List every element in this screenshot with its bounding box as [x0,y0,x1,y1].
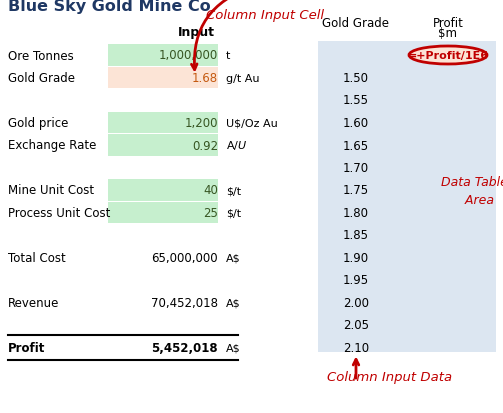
Text: 5,452,018: 5,452,018 [151,341,218,354]
Text: Input: Input [178,26,215,39]
Text: Blue Sky Gold Mine Co: Blue Sky Gold Mine Co [8,0,211,14]
Text: 70,452,018: 70,452,018 [151,296,218,309]
Text: A$: A$ [226,253,240,263]
Text: Gold Grade: Gold Grade [8,72,75,85]
Bar [318,42,496,351]
Text: Mine Unit Cost: Mine Unit Cost [8,184,94,197]
Text: A$/U$: A$/U$ [226,139,247,152]
Text: A$: A$ [226,343,240,353]
Text: Column Input Cell: Column Input Cell [206,9,324,22]
Text: 1.80: 1.80 [343,206,369,219]
Text: 2.00: 2.00 [343,296,369,309]
Bar [108,112,218,134]
Text: 1.60: 1.60 [343,117,369,130]
Text: Column Input Data: Column Input Data [327,370,453,383]
Text: 1.85: 1.85 [343,229,369,242]
Text: $m: $m [439,27,458,40]
Text: Ore Tonnes: Ore Tonnes [8,50,74,62]
Text: 65,000,000: 65,000,000 [151,252,218,264]
Text: A$: A$ [226,298,240,308]
Text: 1.95: 1.95 [343,274,369,287]
Text: 1,000,000: 1,000,000 [159,50,218,62]
Text: Gold Grade: Gold Grade [322,17,389,30]
Text: Process Unit Cost: Process Unit Cost [8,206,110,219]
Text: 2.10: 2.10 [343,341,369,354]
Text: 40: 40 [203,184,218,197]
Text: Data Table
   Area: Data Table Area [441,175,503,206]
Text: Exchange Rate: Exchange Rate [8,139,97,152]
Text: 1.75: 1.75 [343,184,369,197]
Bar [108,68,218,89]
Text: 0.92: 0.92 [192,139,218,152]
Text: Total Cost: Total Cost [8,252,66,264]
Text: g/t Au: g/t Au [226,74,260,83]
Text: $/t: $/t [226,208,241,218]
Text: t: t [226,51,230,61]
Text: 2.05: 2.05 [343,319,369,332]
Bar [108,135,218,157]
Text: 1.65: 1.65 [343,139,369,152]
Text: Gold price: Gold price [8,117,68,130]
Text: 1.68: 1.68 [192,72,218,85]
Text: 1.70: 1.70 [343,161,369,175]
Text: Profit: Profit [433,17,463,30]
Text: 1.50: 1.50 [343,72,369,85]
Bar [108,202,218,224]
Bar [108,45,218,66]
Text: Revenue: Revenue [8,296,59,309]
Text: U$/Oz Au: U$/Oz Au [226,118,278,128]
Ellipse shape [409,47,487,65]
Text: 1.55: 1.55 [343,94,369,107]
Text: $/t: $/t [226,185,241,195]
Text: =+Profit/1E6: =+Profit/1E6 [407,51,488,61]
Text: 1.90: 1.90 [343,252,369,264]
Text: 25: 25 [203,206,218,219]
Bar [108,180,218,201]
Text: Profit: Profit [8,341,45,354]
Text: 1,200: 1,200 [185,117,218,130]
